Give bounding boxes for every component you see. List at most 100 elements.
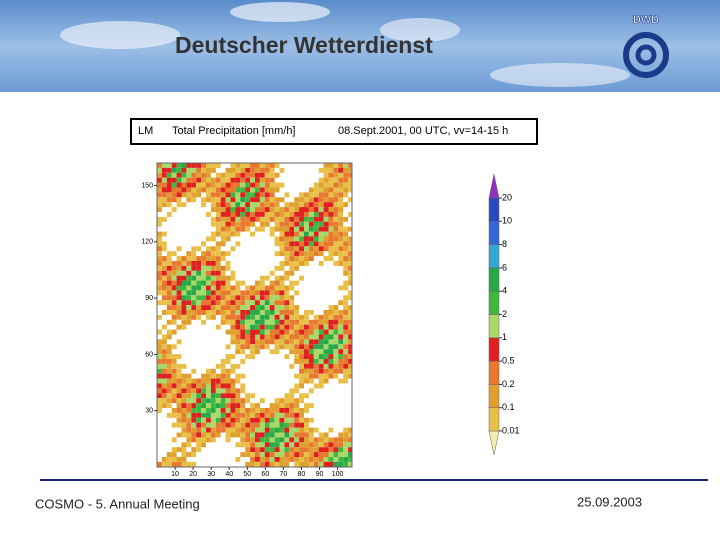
field-cell [343, 192, 349, 198]
field-cell [294, 398, 300, 404]
field-cell [230, 403, 236, 408]
field-cell [206, 192, 211, 198]
field-cell [245, 447, 251, 453]
field-cell [171, 280, 177, 286]
field-cell [269, 403, 275, 408]
field-cell [225, 427, 231, 433]
cloud [380, 18, 460, 42]
field-cell [161, 261, 167, 266]
field-cell [240, 432, 246, 438]
field-cell [201, 378, 206, 384]
field-cell [161, 275, 167, 281]
field-cell [201, 442, 206, 448]
field-cell [318, 432, 324, 438]
field-cell [240, 310, 246, 315]
field-cell [201, 319, 206, 325]
field-cell [157, 398, 162, 404]
field-cell [333, 373, 339, 379]
field-cell [343, 368, 349, 374]
field-cell [255, 172, 260, 178]
field-cell [171, 457, 177, 462]
field-cell [264, 300, 270, 306]
field-cell [191, 280, 197, 286]
field-cell [338, 452, 344, 457]
field-cell [240, 226, 246, 232]
field-cell [294, 329, 300, 335]
field-cell [299, 251, 304, 257]
field-cell [206, 167, 211, 173]
field-cell [235, 207, 241, 212]
field-cell [186, 461, 192, 467]
field-cell [259, 177, 265, 183]
field-cell [338, 354, 344, 359]
field-cell [230, 197, 236, 203]
field-cell [274, 432, 280, 438]
field-cell [299, 216, 304, 222]
field-cell [269, 417, 275, 423]
field-cell [210, 295, 216, 301]
field-cell [157, 285, 162, 291]
field-cell [308, 359, 314, 364]
field-cell [215, 226, 221, 232]
field-cell [294, 314, 300, 320]
field-cell [255, 207, 260, 212]
field-cell [338, 359, 344, 364]
field-cell [225, 437, 231, 443]
field-cell [299, 241, 304, 247]
field-cell [274, 163, 280, 168]
field-cell [171, 344, 177, 350]
field-cell [289, 329, 295, 335]
field-cell [225, 319, 231, 325]
field-cell [264, 461, 270, 467]
field-cell [201, 177, 206, 183]
field-cell [176, 172, 182, 178]
field-cell [323, 231, 329, 237]
field-cell [220, 182, 226, 188]
field-cell [206, 256, 211, 261]
field-cell [269, 447, 275, 453]
field-cell [294, 241, 300, 247]
field-cell [279, 417, 285, 423]
field-cell [259, 226, 265, 232]
field-cell [210, 393, 216, 399]
field-cell [215, 275, 221, 281]
field-cell [230, 202, 236, 208]
field-cell [161, 344, 167, 350]
field-cell [333, 305, 339, 310]
y-tick-label: 60 [145, 351, 153, 358]
field-cell [338, 368, 344, 374]
field-cell [230, 212, 236, 217]
field-cell [343, 305, 349, 310]
field-cell [259, 461, 265, 467]
field-cell [264, 167, 270, 173]
field-cell [210, 221, 216, 227]
field-cell [274, 398, 280, 404]
field-cell [343, 163, 349, 168]
field-cell [259, 398, 265, 404]
field-cell [235, 300, 241, 306]
field-cell [210, 251, 216, 257]
field-cell [333, 241, 339, 247]
field-cell [161, 398, 167, 404]
field-cell [157, 388, 162, 394]
field-cell [171, 422, 177, 428]
field-cell [225, 354, 231, 359]
field-cell [235, 310, 241, 315]
field-cell [250, 310, 255, 315]
field-cell [318, 339, 324, 345]
field-cell [196, 437, 202, 443]
field-cell [343, 432, 349, 438]
field-cell [235, 442, 241, 448]
field-cell [206, 285, 211, 291]
field-cell [235, 403, 241, 408]
field-cell [274, 182, 280, 188]
field-cell [338, 349, 344, 355]
field-cell [333, 207, 339, 212]
field-cell [269, 285, 275, 291]
x-tick-label: 90 [316, 471, 324, 478]
field-cell [220, 197, 226, 203]
field-cell [308, 354, 314, 359]
field-cell [245, 329, 251, 335]
field-cell [294, 383, 300, 389]
field-cell [191, 172, 197, 178]
